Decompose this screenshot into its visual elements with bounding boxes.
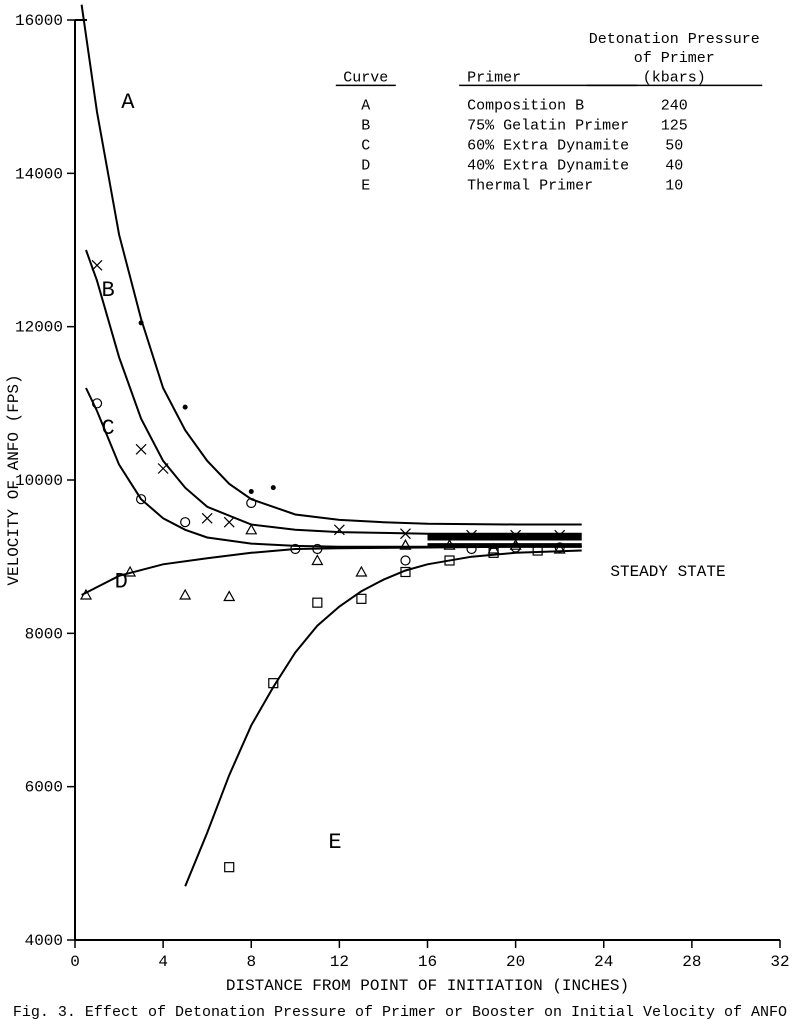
legend-row-pressure: 125 <box>661 117 688 134</box>
legend-row-curve: B <box>361 117 370 134</box>
legend-row-primer: Composition B <box>467 97 584 114</box>
curve-b <box>86 250 582 534</box>
x-axis-title: DISTANCE FROM POINT OF INITIATION (INCHE… <box>226 977 629 995</box>
legend-row-pressure: 10 <box>665 177 683 194</box>
y-tick-label: 8000 <box>25 625 63 643</box>
legend-header-pressure-3: (kbars) <box>643 69 706 86</box>
legend-header-pressure-2: of Primer <box>634 50 715 67</box>
curve-label-c: C <box>101 416 114 441</box>
curve-label-a: A <box>121 90 135 115</box>
legend-row-primer: 75% Gelatin Primer <box>467 117 629 134</box>
curve-label-e: E <box>328 830 341 855</box>
x-tick-label: 32 <box>770 953 789 971</box>
legend-row-curve: D <box>361 157 370 174</box>
y-tick-label: 12000 <box>15 319 63 337</box>
x-tick-label: 12 <box>330 953 349 971</box>
y-tick-label: 14000 <box>15 165 63 183</box>
legend-row-pressure: 240 <box>661 97 688 114</box>
y-tick-label: 16000 <box>15 12 63 30</box>
x-tick-label: 28 <box>682 953 701 971</box>
chart-container: 0 4 8 12 16 20 24 28 32 DISTANCE FROM POINT OF IN… <box>0 0 800 1026</box>
legend-header-primer: Primer <box>467 69 521 86</box>
legend-row-pressure: 40 <box>665 157 683 174</box>
figure-caption: Fig. 3. Effect of Detonation Pressure of… <box>13 1004 787 1021</box>
y-tick-label: 6000 <box>25 779 63 797</box>
y-tick-label: 4000 <box>25 932 63 950</box>
steady-state-label: STEADY STATE <box>610 563 725 581</box>
legend-row-curve: C <box>361 137 370 154</box>
x-tick-label: 24 <box>594 953 613 971</box>
curve-label-d: D <box>115 569 128 594</box>
legend-row-primer: Thermal Primer <box>467 177 593 194</box>
curve-c <box>86 388 582 547</box>
legend-row-curve: A <box>361 97 370 114</box>
x-tick-label: 8 <box>246 953 256 971</box>
x-tick-label: 4 <box>158 953 168 971</box>
curve-e <box>185 551 582 887</box>
legend-row-primer: 40% Extra Dynamite <box>467 157 629 174</box>
x-tick-label: 0 <box>70 953 80 971</box>
legend-row-pressure: 50 <box>665 137 683 154</box>
curve-label-b: B <box>101 278 114 303</box>
legend-row-primer: 60% Extra Dynamite <box>467 137 629 154</box>
x-tick-label: 20 <box>506 953 525 971</box>
y-axis-title: VELOCITY OF ANFO (FPS) <box>5 374 23 585</box>
legend-header-pressure-1: Detonation Pressure <box>589 31 760 48</box>
legend-header-curve: Curve <box>343 69 388 86</box>
x-tick-label: 16 <box>418 953 437 971</box>
legend-row-curve: E <box>361 177 370 194</box>
chart-svg: 0 4 8 12 16 20 24 28 32 DISTANCE FROM POINT OF IN… <box>0 0 800 1026</box>
